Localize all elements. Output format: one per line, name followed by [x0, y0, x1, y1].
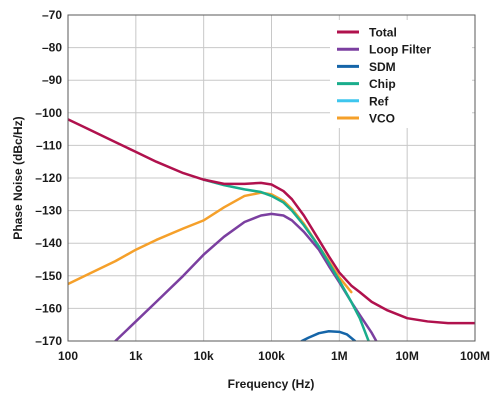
- y-tick-label: –80: [42, 41, 62, 55]
- y-tick-label: –130: [35, 204, 62, 218]
- y-tick-label: –150: [35, 269, 62, 283]
- y-tick-label: –170: [35, 334, 62, 348]
- y-tick-label: –110: [36, 138, 62, 152]
- legend: Total Loop Filter SDM Chip Ref VCO: [330, 20, 472, 128]
- series-line-vco: [68, 191, 353, 294]
- series-line-sdm: [300, 329, 357, 341]
- series-line-total: [68, 118, 475, 325]
- y-tick-label: –100: [35, 106, 62, 120]
- x-tick-label: 10M: [395, 349, 418, 363]
- series-lines: [68, 118, 475, 341]
- x-tick-label: 100M: [460, 349, 490, 363]
- legend-label-ref: Ref: [369, 94, 389, 108]
- x-tick-label: 100: [58, 349, 78, 363]
- y-tick-label: –90: [42, 73, 62, 87]
- y-axis-title: Phase Noise (dBc/Hz): [11, 116, 25, 239]
- x-tick-label: 10k: [194, 349, 214, 363]
- y-tick-label: –120: [35, 171, 62, 185]
- legend-label-total: Total: [369, 26, 397, 40]
- legend-background: [330, 20, 472, 128]
- x-axis-title: Frequency (Hz): [228, 377, 315, 391]
- legend-label-loop-filter: Loop Filter: [369, 43, 431, 57]
- x-tick-label: 100k: [258, 349, 285, 363]
- legend-label-chip: Chip: [369, 77, 396, 91]
- x-tick-label: 1k: [129, 349, 143, 363]
- axes: –70 –80 –90 –100 –110 –120 –130 –140 –150 –160 –17…: [35, 8, 490, 363]
- legend-label-vco: VCO: [369, 112, 395, 126]
- plot-frame: [67, 14, 476, 342]
- x-tick-label: 1M: [331, 349, 348, 363]
- legend-label-sdm: SDM: [369, 60, 396, 74]
- series-line-chip: [202, 178, 370, 341]
- y-tick-label: –160: [35, 301, 62, 315]
- y-tick-label: –140: [35, 236, 62, 250]
- y-tick-label: –70: [42, 8, 62, 22]
